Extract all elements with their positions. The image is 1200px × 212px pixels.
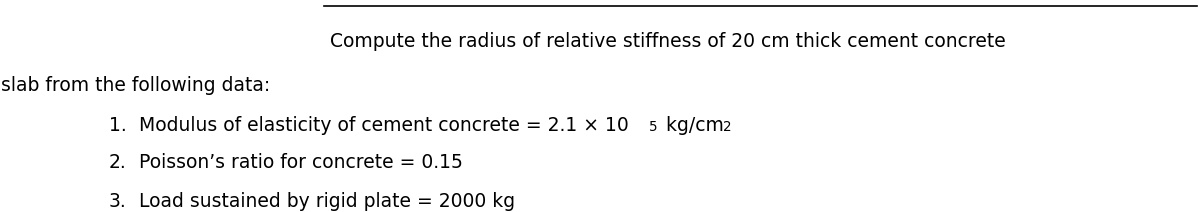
Text: Poisson’s ratio for concrete = 0.15: Poisson’s ratio for concrete = 0.15 [139, 153, 463, 173]
Text: 2.: 2. [109, 153, 127, 173]
Text: 2: 2 [724, 120, 732, 134]
Text: 3.: 3. [109, 192, 127, 211]
Text: kg/cm: kg/cm [660, 116, 724, 135]
Text: Modulus of elasticity of cement concrete = 2.1 × 10: Modulus of elasticity of cement concrete… [139, 116, 629, 135]
Text: 1.: 1. [109, 116, 127, 135]
Text: 5: 5 [649, 120, 658, 134]
Text: Load sustained by rigid plate = 2000 kg: Load sustained by rigid plate = 2000 kg [139, 192, 515, 211]
Text: Compute the radius of relative stiffness of 20 cm thick cement concrete: Compute the radius of relative stiffness… [330, 32, 1006, 51]
Text: slab from the following data:: slab from the following data: [1, 76, 271, 95]
